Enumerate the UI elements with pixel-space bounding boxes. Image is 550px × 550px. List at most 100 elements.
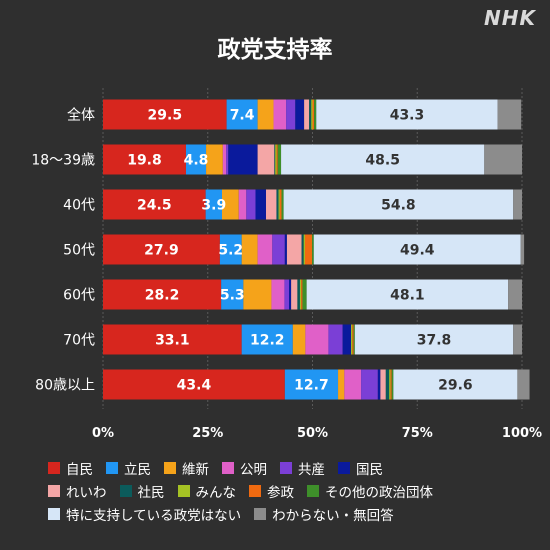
- legend-swatch: [249, 484, 261, 497]
- bar-segment: [289, 279, 292, 310]
- bar-segment: [185, 144, 207, 175]
- data-label: 48.1: [390, 288, 425, 304]
- x-tick-label: 25%: [192, 426, 223, 441]
- legend-swatch: [254, 507, 267, 520]
- category-label: 50代: [63, 243, 95, 259]
- bar-segment: [311, 99, 313, 130]
- bar-segment: [103, 324, 242, 355]
- bar-segment: [291, 279, 298, 310]
- bar-segment: [271, 279, 285, 310]
- data-label: 28.2: [145, 288, 180, 304]
- x-tick-label: 75%: [402, 426, 433, 441]
- bar-segment: [297, 279, 300, 310]
- legend-label: 社民: [137, 484, 165, 501]
- bar-segment: [314, 99, 317, 130]
- bar-segment: [302, 279, 307, 310]
- bar-segment: [283, 189, 514, 220]
- legend-swatch: [177, 484, 190, 497]
- bar-segment: [279, 189, 282, 220]
- legend-item: 維新: [164, 458, 209, 478]
- bar-segment: [257, 99, 274, 130]
- bar-segment: [286, 99, 296, 130]
- bar-segment: [241, 324, 293, 355]
- bar-segment: [390, 369, 392, 400]
- bar-segment: [342, 324, 352, 355]
- bar-segment: [338, 369, 345, 400]
- bar-segment: [273, 99, 287, 130]
- data-label: 19.8: [127, 153, 162, 169]
- legend-label: わからない・無回答: [272, 507, 394, 524]
- category-label: 80歳以上: [35, 378, 95, 394]
- legend-item: わからない・無回答: [254, 504, 394, 524]
- legend-item: 特に支持している政党はない: [48, 504, 241, 524]
- bar-segment: [281, 144, 485, 175]
- legend-swatch: [48, 484, 60, 497]
- legend-swatch: [222, 461, 234, 474]
- legend-label: 共産: [298, 461, 325, 478]
- bar-segment: [513, 324, 522, 355]
- data-label: 48.5: [365, 153, 400, 169]
- data-label: 4.8: [184, 153, 209, 169]
- bar-segment: [513, 189, 522, 220]
- bar-segment: [377, 369, 381, 400]
- legend-swatch: [48, 507, 60, 520]
- bar-segment: [103, 234, 220, 265]
- bar-segment: [508, 279, 522, 310]
- bar-segment: [265, 189, 277, 220]
- bar-segment: [241, 234, 258, 265]
- legend-item: 自民: [48, 458, 93, 478]
- data-label: 33.1: [155, 333, 190, 349]
- bar-segment: [221, 279, 244, 310]
- legend-row: 自民 立民 維新 公明 共産 国民: [48, 456, 548, 479]
- bar-segment: [295, 99, 305, 130]
- legend-label: 国民: [356, 461, 383, 478]
- bar-segment: [272, 234, 285, 265]
- data-label: 12.2: [250, 333, 285, 349]
- bar-segment: [299, 279, 302, 310]
- x-axis-ticks: 0% 25% 50% 75% 100%: [92, 426, 542, 441]
- data-label: 43.3: [390, 108, 425, 124]
- legend-label: 参政: [267, 484, 294, 501]
- legend-swatch: [164, 461, 176, 474]
- data-label: 5.2: [218, 243, 243, 259]
- legend-item: 立民: [106, 458, 151, 478]
- bar-segment: [228, 144, 258, 175]
- bar-segment: [276, 189, 279, 220]
- category-labels: 全体 18～39歳 40代 50代 60代 70代 80歳以上: [31, 107, 95, 394]
- legend-label: みんな: [195, 484, 237, 501]
- bar-segment: [304, 99, 310, 130]
- x-tick-label: 100%: [502, 426, 542, 441]
- bar-segment: [303, 234, 305, 265]
- legend-label: 特に支持している政党はない: [66, 507, 242, 524]
- category-label: 70代: [63, 333, 95, 349]
- x-tick-label: 50%: [297, 426, 328, 441]
- bar-segment: [354, 324, 514, 355]
- bar-segment: [221, 189, 239, 220]
- bar-segment: [361, 369, 378, 400]
- legend-item: れいわ: [48, 481, 107, 501]
- bar-segment: [103, 189, 206, 220]
- bar-segment: [103, 144, 186, 175]
- bar-segment: [278, 189, 280, 220]
- bar-segment: [257, 234, 273, 265]
- x-tick-label: 0%: [92, 426, 114, 441]
- bar-segment: [391, 369, 394, 400]
- bar-segment: [313, 234, 521, 265]
- data-labels: 29.5 7.4 43.3 19.8 4.8 48.5 24.5 3.9 54.8 27.9 5.2…: [127, 108, 472, 394]
- data-label: 3.9: [201, 198, 226, 214]
- legend-swatch: [48, 461, 60, 474]
- legend-swatch: [338, 461, 350, 474]
- legend-label: 立民: [124, 461, 151, 478]
- legend-item: 公明: [222, 458, 267, 478]
- bar-segment: [517, 369, 530, 400]
- legend-row: 特に支持している政党はない わからない・無回答: [48, 502, 548, 525]
- bar-segment: [312, 234, 314, 265]
- bar-segment: [286, 234, 302, 265]
- bar-segment: [385, 369, 390, 400]
- bar-segment: [344, 369, 362, 400]
- data-label: 27.9: [144, 243, 179, 259]
- legend-item: その他の政治団体: [307, 481, 433, 501]
- bar-segment: [284, 234, 287, 265]
- bar-segment: [352, 324, 354, 355]
